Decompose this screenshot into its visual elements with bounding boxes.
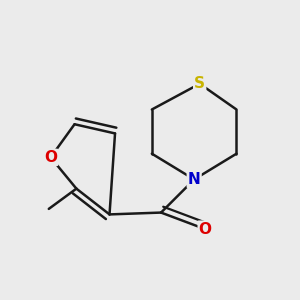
Text: O: O <box>44 150 57 165</box>
Text: S: S <box>194 76 205 91</box>
Text: N: N <box>188 172 200 187</box>
Text: O: O <box>199 222 212 237</box>
